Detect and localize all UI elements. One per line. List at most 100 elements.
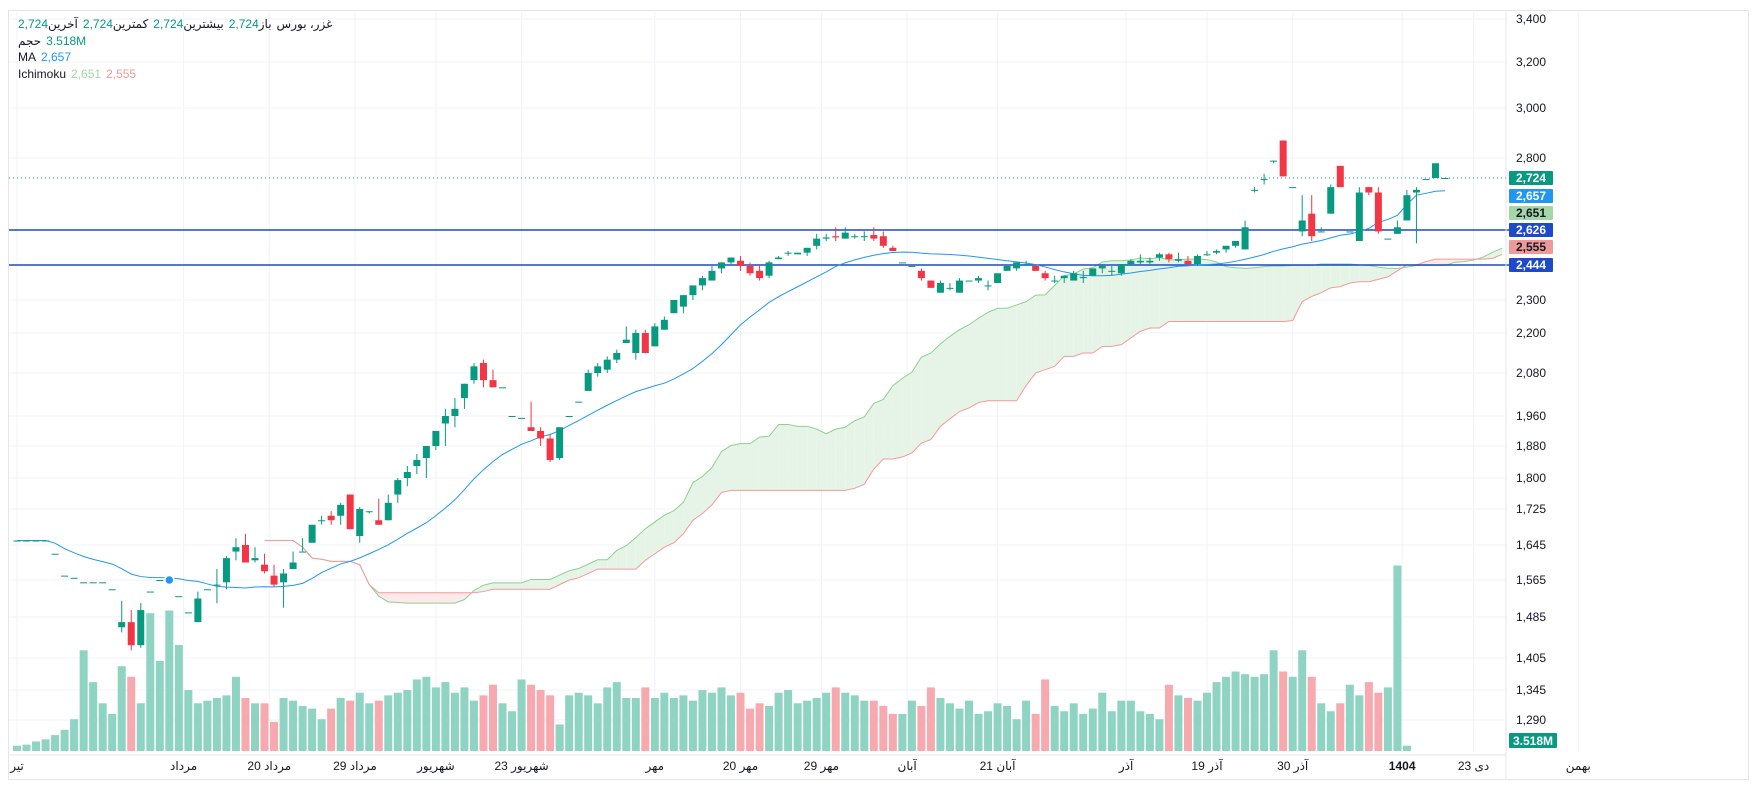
- candle[interactable]: [1393, 220, 1401, 234]
- candle[interactable]: [1260, 173, 1268, 185]
- candle[interactable]: [403, 466, 411, 487]
- candle[interactable]: [936, 280, 944, 293]
- candle[interactable]: [318, 515, 326, 525]
- candle[interactable]: [70, 577, 78, 579]
- candle[interactable]: [270, 564, 278, 587]
- candle[interactable]: [889, 245, 897, 252]
- candle[interactable]: [203, 589, 211, 591]
- candle[interactable]: [1184, 255, 1192, 266]
- candle[interactable]: [1270, 160, 1278, 164]
- candle[interactable]: [99, 582, 107, 584]
- candle[interactable]: [1155, 252, 1163, 261]
- candle[interactable]: [356, 506, 364, 543]
- candle[interactable]: [346, 494, 354, 530]
- candle[interactable]: [717, 262, 725, 274]
- candle[interactable]: [1374, 187, 1382, 234]
- candle[interactable]: [156, 580, 164, 581]
- candle[interactable]: [413, 454, 421, 474]
- candle[interactable]: [460, 383, 468, 409]
- candle[interactable]: [955, 278, 963, 293]
- volume-row[interactable]: حجم 3.518M: [18, 33, 332, 50]
- candle[interactable]: [698, 275, 706, 291]
- candle[interactable]: [289, 551, 297, 570]
- candle[interactable]: [1298, 195, 1306, 237]
- candle[interactable]: [870, 227, 878, 242]
- candle[interactable]: [1060, 275, 1068, 283]
- candle[interactable]: [89, 582, 97, 584]
- candle[interactable]: [365, 511, 373, 514]
- ma-row[interactable]: MA 2,657: [18, 49, 332, 66]
- candle[interactable]: [375, 498, 383, 525]
- candle[interactable]: [927, 280, 935, 288]
- candle[interactable]: [1422, 179, 1430, 181]
- candle[interactable]: [1098, 264, 1106, 274]
- candle[interactable]: [946, 282, 954, 291]
- candle[interactable]: [451, 398, 459, 428]
- candle[interactable]: [784, 251, 792, 256]
- candle[interactable]: [1431, 163, 1439, 178]
- candle[interactable]: [327, 511, 335, 525]
- candle[interactable]: [1213, 249, 1221, 255]
- candle[interactable]: [384, 494, 392, 521]
- candle[interactable]: [822, 233, 830, 242]
- candle[interactable]: [394, 478, 402, 503]
- candle[interactable]: [1279, 140, 1287, 177]
- candle[interactable]: [917, 268, 925, 281]
- candle[interactable]: [1346, 231, 1354, 233]
- candle[interactable]: [299, 538, 307, 553]
- ichimoku-row[interactable]: Ichimoku 2,651 2,555: [18, 66, 332, 83]
- candle[interactable]: [222, 555, 230, 590]
- candle[interactable]: [603, 356, 611, 373]
- candle[interactable]: [194, 591, 202, 623]
- candle[interactable]: [851, 233, 859, 239]
- candle[interactable]: [479, 359, 487, 388]
- candle[interactable]: [670, 300, 678, 314]
- candle[interactable]: [1022, 260, 1030, 266]
- candle[interactable]: [23, 540, 31, 542]
- candle[interactable]: [1317, 227, 1325, 233]
- candle[interactable]: [42, 540, 50, 542]
- candle[interactable]: [756, 264, 764, 281]
- candle[interactable]: [1241, 220, 1249, 250]
- candle[interactable]: [1289, 187, 1297, 189]
- candle[interactable]: [175, 596, 183, 598]
- candle[interactable]: [1412, 187, 1420, 244]
- candle[interactable]: [1403, 189, 1411, 221]
- candle[interactable]: [622, 326, 630, 343]
- candle[interactable]: [80, 582, 88, 584]
- candle[interactable]: [1174, 252, 1182, 263]
- candle[interactable]: [232, 538, 240, 561]
- candle[interactable]: [584, 369, 592, 391]
- candle[interactable]: [61, 575, 69, 577]
- candle[interactable]: [1365, 187, 1373, 196]
- candle[interactable]: [1003, 265, 1011, 271]
- candle[interactable]: [537, 427, 545, 446]
- candle[interactable]: [1251, 187, 1259, 193]
- candle[interactable]: [679, 295, 687, 314]
- candle[interactable]: [13, 540, 21, 542]
- candle[interactable]: [660, 316, 668, 330]
- candle[interactable]: [518, 417, 526, 419]
- candle[interactable]: [1089, 268, 1097, 276]
- candle[interactable]: [908, 265, 916, 267]
- candle[interactable]: [432, 431, 440, 450]
- candle[interactable]: [527, 401, 535, 431]
- candle[interactable]: [546, 434, 554, 462]
- candle[interactable]: [832, 227, 840, 242]
- candle[interactable]: [1336, 165, 1344, 188]
- candle[interactable]: [651, 323, 659, 347]
- candle[interactable]: [422, 446, 430, 478]
- candle[interactable]: [556, 427, 564, 460]
- candle[interactable]: [1203, 251, 1211, 256]
- candle[interactable]: [1032, 264, 1040, 271]
- candle[interactable]: [737, 255, 745, 271]
- candle[interactable]: [441, 408, 449, 446]
- candle[interactable]: [1108, 265, 1116, 276]
- candle[interactable]: [803, 247, 811, 256]
- candle[interactable]: [1441, 178, 1449, 179]
- candle[interactable]: [213, 569, 221, 604]
- candle[interactable]: [860, 231, 868, 242]
- candle[interactable]: [1222, 245, 1230, 253]
- candle[interactable]: [879, 231, 887, 248]
